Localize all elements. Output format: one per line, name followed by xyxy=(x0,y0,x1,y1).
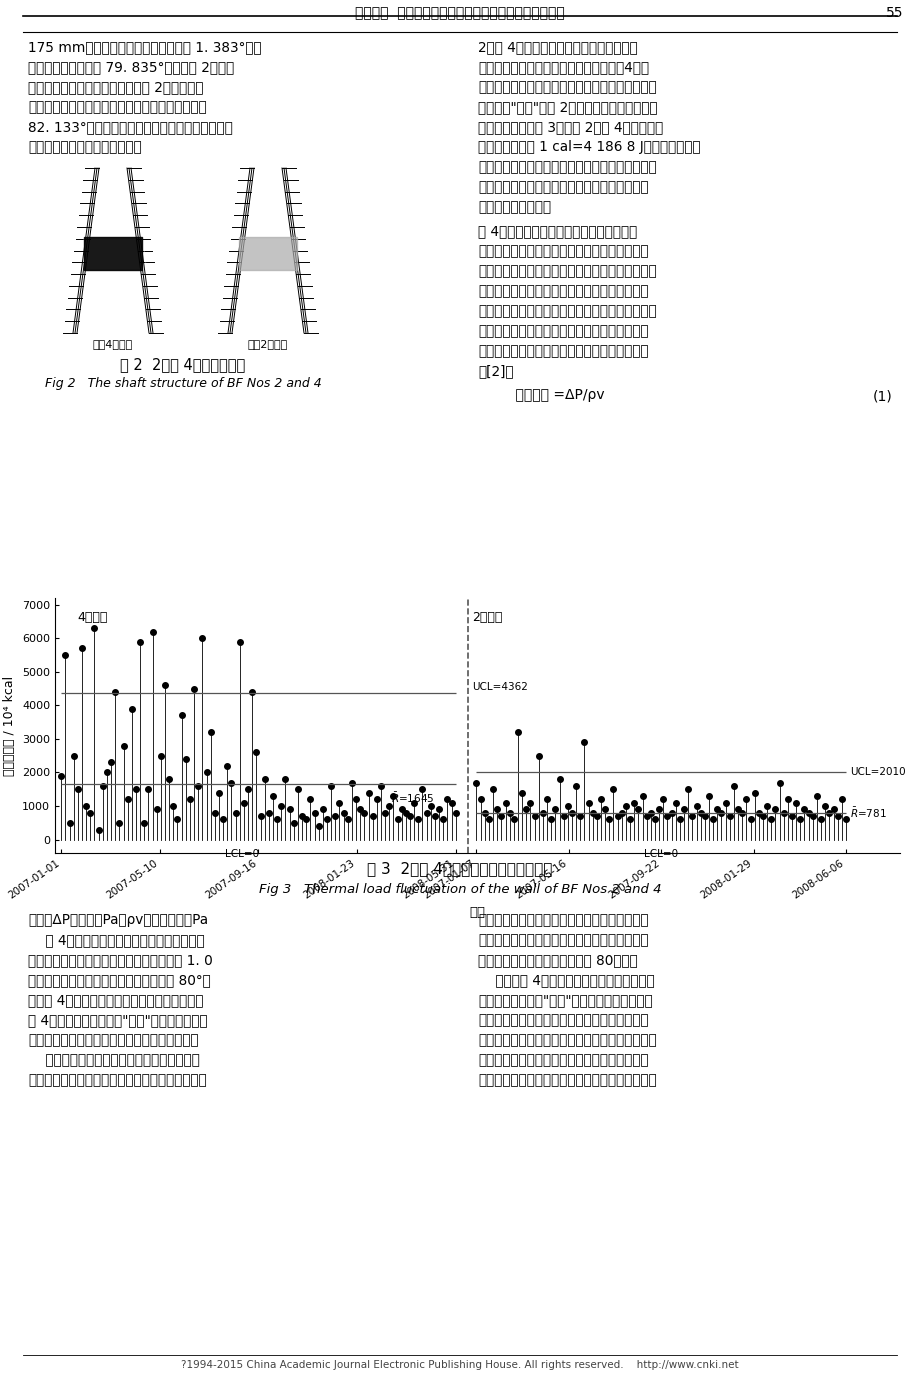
Text: 与炉身内型线之间存在一定间隙，这种结构在下: 与炉身内型线之间存在一定间隙，这种结构在下 xyxy=(478,244,648,258)
Text: Fig 3   Thermal load fluctuation of the wall of BF Nos 2 and 4: Fig 3 Thermal load fluctuation of the wa… xyxy=(258,883,661,896)
Text: 如果小的炉身结构差异就能引起气流稳定程: 如果小的炉身结构差异就能引起气流稳定程 xyxy=(28,1053,199,1067)
Text: 值之间的关系。为了使管道因子最大值小于 1. 0: 值之间的关系。为了使管道因子最大值小于 1. 0 xyxy=(28,954,212,967)
Text: 林成城等  宝钢高炉炉身设计结构差异对煤气流分布影响: 林成城等 宝钢高炉炉身设计结构差异对煤气流分布影响 xyxy=(355,6,564,21)
Text: 修扩容，受原框架制约，炉腰尺寸偏小，炉身角为: 修扩容，受原框架制约，炉腰尺寸偏小，炉身角为 xyxy=(28,101,207,114)
Text: UCL=4362: UCL=4362 xyxy=(471,682,528,692)
Text: $\bar{R}$=781: $\bar{R}$=781 xyxy=(849,806,886,820)
Text: 分布显现不同特点。: 分布显现不同特点。 xyxy=(478,200,550,214)
Text: ?1994-2015 China Academic Journal Electronic Publishing House. All rights reserv: ?1994-2015 China Academic Journal Electr… xyxy=(181,1360,738,1370)
Text: 部送风制度应该尽量吹透中心，发展中心气流；上: 部送风制度应该尽量吹透中心，发展中心气流；上 xyxy=(478,1034,656,1047)
Text: 水冷壁完全按照内型线敷设。由于 2号高炉是大: 水冷壁完全按照内型线敷设。由于 2号高炉是大 xyxy=(28,80,203,94)
Text: 从而影响高炉热负荷波动。当冷却板前段保护砖: 从而影响高炉热负荷波动。当冷却板前段保护砖 xyxy=(478,284,648,298)
Text: 度、热负荷稳定程度的差异，说明高炉上部结构设: 度、热负荷稳定程度的差异，说明高炉上部结构设 xyxy=(28,1073,207,1087)
Bar xyxy=(84,237,142,270)
Text: 2号高炉: 2号高炉 xyxy=(471,612,502,624)
Bar xyxy=(238,237,297,270)
Text: LCL=0: LCL=0 xyxy=(224,849,258,858)
Text: 是，两座高炉边缘煤气流存在明显差异。4号高: 是，两座高炉边缘煤气流存在明显差异。4号高 xyxy=(478,61,649,74)
Text: (1): (1) xyxy=(872,390,892,404)
Text: 性[2]。: 性[2]。 xyxy=(478,364,513,378)
Text: 脱落，形成操作炉型时，高炉炉身角变小。日本学: 脱落，形成操作炉型时，高炉炉身角变小。日本学 xyxy=(478,305,656,318)
Text: 计对气流分布和保持气流稳定的重要性。高炉炉: 计对气流分布和保持气流稳定的重要性。高炉炉 xyxy=(478,914,648,927)
Text: 容易顶压"冒尖"；而 2号高炉炉墙不易脱落，热: 容易顶压"冒尖"；而 2号高炉炉墙不易脱落，热 xyxy=(478,101,657,114)
Text: 这种炉型不相适应。根据其边缘的不稳定性，下: 这种炉型不相适应。根据其边缘的不稳定性，下 xyxy=(478,1013,648,1027)
Text: 子公式，操作时需要避免高压差；高利用系数、高: 子公式，操作时需要避免高压差；高利用系数、高 xyxy=(478,1073,656,1087)
Text: 图 3  2号和 4号高炉炉墙热负荷波动情况: 图 3 2号和 4号高炉炉墙热负荷波动情况 xyxy=(367,861,552,876)
Text: 宝钢2号高炉: 宝钢2号高炉 xyxy=(247,339,288,349)
Text: 部布料制度应该适当控制边缘气流；按照管道因: 部布料制度应该适当控制边缘气流；按照管道因 xyxy=(478,1053,648,1067)
Text: 燃料条件基本相同，操作制度大同小异，因此可以: 燃料条件基本相同，操作制度大同小异，因此可以 xyxy=(478,160,656,174)
Text: 渡，操作炉型的炉身角应该大于 80以上。: 渡，操作炉型的炉身角应该大于 80以上。 xyxy=(478,954,637,967)
Text: 身设计应该按照内型线敷设过渡，要避免间隙过: 身设计应该按照内型线敷设过渡，要避免间隙过 xyxy=(478,933,648,947)
Text: 热负荷波动，顶压"冒尖"，说明现行操作制度与: 热负荷波动，顶压"冒尖"，说明现行操作制度与 xyxy=(478,994,652,1007)
Text: 道因子评价高炉管道形成的可能性以及高炉稳定: 道因子评价高炉管道形成的可能性以及高炉稳定 xyxy=(478,344,648,358)
Text: 宝钢4号高炉: 宝钢4号高炉 xyxy=(93,339,133,349)
Text: Fig 2   The shaft structure of BF Nos 2 and 4: Fig 2 The shaft structure of BF Nos 2 an… xyxy=(45,378,321,390)
Text: $\bar{R}$=1645: $\bar{R}$=1645 xyxy=(391,791,435,805)
Text: 图 2  2号和 4高炉炉身结构: 图 2 2号和 4高炉炉身结构 xyxy=(120,357,245,372)
Text: 料过程中容易形成混料，导致边缘煤气流不均匀，: 料过程中容易形成混料，导致边缘煤气流不均匀， xyxy=(478,265,656,278)
Text: 际炉身上部的角度为 79. 835°，而宝钢 2号高炉: 际炉身上部的角度为 79. 835°，而宝钢 2号高炉 xyxy=(28,61,234,74)
Text: 对于宝钢 4号高炉这种炉型，如果经常出现: 对于宝钢 4号高炉这种炉型，如果经常出现 xyxy=(478,973,654,987)
Text: 荷极差图（图中 1 cal=4 186 8 J）。两座高炉原: 荷极差图（图中 1 cal=4 186 8 J）。两座高炉原 xyxy=(478,141,700,154)
Text: 4号高炉: 4号高炉 xyxy=(78,612,108,624)
X-axis label: 日期: 日期 xyxy=(469,907,485,919)
Text: LCL=0: LCL=0 xyxy=(643,849,677,858)
Text: 炉身上部的角度对布料和煤气分布有重大影响。: 炉身上部的角度对布料和煤气分布有重大影响。 xyxy=(28,1034,199,1047)
Text: 上。而 4号高炉炉身角处于临界状态，可能是引: 上。而 4号高炉炉身角处于临界状态，可能是引 xyxy=(28,994,203,1007)
Text: 炉炉墙不稳定，热负荷不仅相对高，而且波动大，: 炉炉墙不稳定，热负荷不仅相对高，而且波动大， xyxy=(478,80,656,94)
Text: 却板过渡形式不同产生的差异。: 却板过渡形式不同产生的差异。 xyxy=(28,141,142,154)
Text: 避免管道行程，侵蚀后的炉身角应控制在 80°以: 避免管道行程，侵蚀后的炉身角应控制在 80°以 xyxy=(28,973,210,987)
Text: UCL=2010: UCL=2010 xyxy=(849,768,905,777)
Y-axis label: 热负荷极差 / 10⁴ kcal: 热负荷极差 / 10⁴ kcal xyxy=(4,675,17,776)
Text: 管道因子 =ΔP/ρv: 管道因子 =ΔP/ρv xyxy=(497,389,604,402)
Text: 者曾经对炉身角与管道因子进行过研究，利用管: 者曾经对炉身角与管道因子进行过研究，利用管 xyxy=(478,324,648,338)
Text: 推断由于两座高炉炉身结构差异导致边缘煤气流: 推断由于两座高炉炉身结构差异导致边缘煤气流 xyxy=(478,181,648,194)
Text: 起 4号高炉炉顶压力经常"冒尖"的原因，这说明: 起 4号高炉炉顶压力经常"冒尖"的原因，这说明 xyxy=(28,1013,208,1027)
Text: 175 mm的间隙，两者之间的夹角约为 1. 383°，实: 175 mm的间隙，两者之间的夹角约为 1. 383°，实 xyxy=(28,40,261,54)
Text: 82. 133°，这是两座高炉由于炉身上部冷却壁与冷: 82. 133°，这是两座高炉由于炉身上部冷却壁与冷 xyxy=(28,120,233,134)
Text: 55: 55 xyxy=(885,6,902,21)
Text: 图 4表示了炉身角与高炉上部管道因子最大: 图 4表示了炉身角与高炉上部管道因子最大 xyxy=(28,933,205,947)
Text: 负荷波动小。见图 3所示的 2号和 4号高炉热负: 负荷波动小。见图 3所示的 2号和 4号高炉热负 xyxy=(478,120,663,134)
Text: 2号和 4号高炉虽然炉身结构差异很小，但: 2号和 4号高炉虽然炉身结构差异很小，但 xyxy=(478,40,637,54)
Text: 从 4号高炉炉身结构看，设计炉型在冷却壁: 从 4号高炉炉身结构看，设计炉型在冷却壁 xyxy=(478,225,637,238)
Text: 式中，ΔP为压差，Pa；ρv为垂直应力，Pa: 式中，ΔP为压差，Pa；ρv为垂直应力，Pa xyxy=(28,914,208,927)
